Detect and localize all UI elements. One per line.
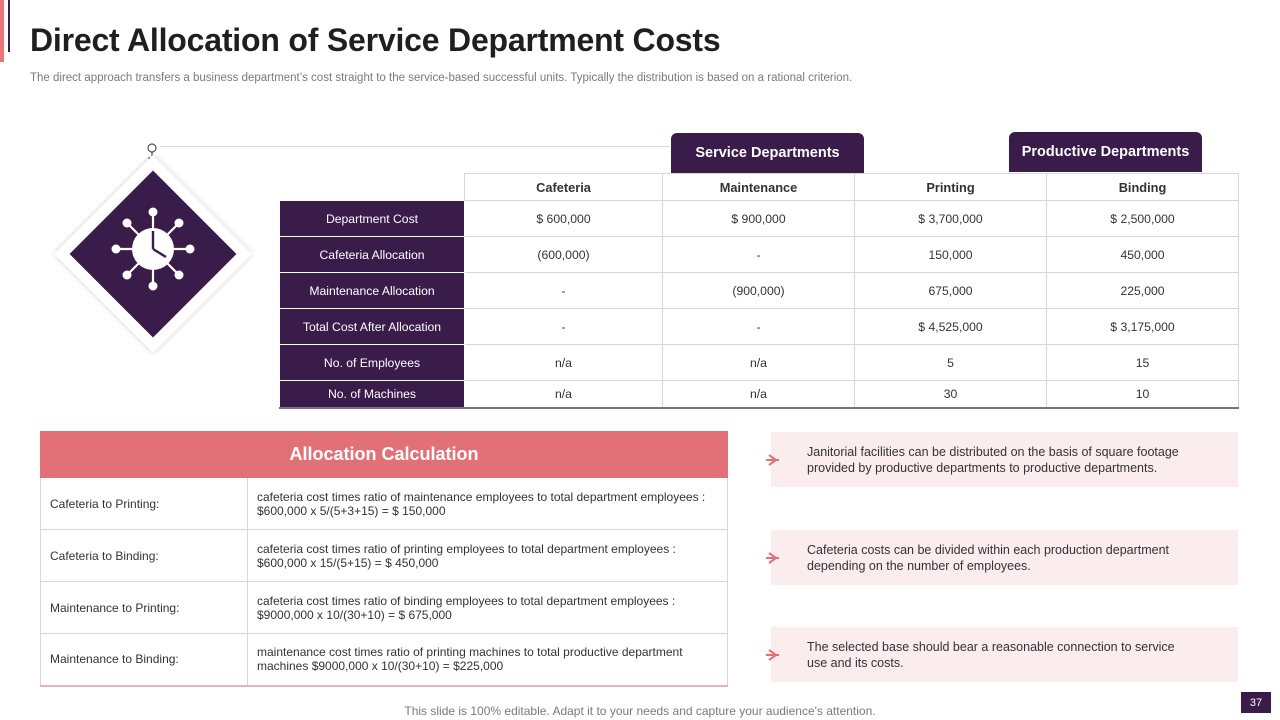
calc-label: Cafeteria to Printing: (40, 477, 248, 530)
table-cell: 15 (1046, 344, 1239, 381)
calc-line: cafeteria cost times ratio of printing e… (257, 541, 676, 556)
page-number: 37 (1241, 692, 1271, 713)
row-label: Cafeteria Allocation (279, 236, 465, 273)
table-cell: $ 900,000 (662, 200, 855, 237)
table-cell: 30 (854, 380, 1047, 409)
allocation-calculation-title: Allocation Calculation (40, 431, 728, 478)
calc-label: Cafeteria to Binding: (40, 529, 248, 582)
cost-table: Cafeteria Maintenance Printing Binding D… (279, 173, 1239, 409)
note-text: Janitorial facilities can be distributed… (807, 444, 1179, 475)
table-cell: 5 (854, 344, 1047, 381)
table-row: Maintenance Allocation - (900,000) 675,0… (279, 272, 1239, 309)
table-cell: n/a (662, 380, 855, 409)
arrow-right-icon (766, 648, 779, 661)
table-cell: n/a (464, 344, 663, 381)
table-row: Cafeteria Allocation (600,000) - 150,000… (279, 236, 1239, 273)
table-cell: 450,000 (1046, 236, 1239, 273)
row-label: No. of Employees (279, 344, 465, 381)
row-label: Total Cost After Allocation (279, 308, 465, 345)
note-box: Janitorial facilities can be distributed… (766, 432, 1238, 487)
row-label: Maintenance Allocation (279, 272, 465, 309)
calc-text: cafeteria cost times ratio of printing e… (247, 529, 728, 582)
column-header-maintenance: Maintenance (662, 173, 855, 201)
accent-bar (0, 0, 4, 62)
arrow-right-icon (766, 453, 779, 466)
table-cell: $ 600,000 (464, 200, 663, 237)
table-row: No. of Employees n/a n/a 5 15 (279, 344, 1239, 381)
table-cell: n/a (464, 380, 663, 409)
calc-label: Maintenance to Binding: (40, 633, 248, 687)
calc-row: Cafeteria to Printing: cafeteria cost ti… (40, 477, 728, 530)
allocation-calculation-table: Allocation Calculation Cafeteria to Prin… (40, 431, 728, 687)
table-cell: 675,000 (854, 272, 1047, 309)
table-cell: 225,000 (1046, 272, 1239, 309)
page-subtitle: The direct approach transfers a business… (30, 72, 853, 84)
table-row: No. of Machines n/a n/a 30 10 (279, 380, 1239, 409)
table-cell: 150,000 (854, 236, 1047, 273)
calc-line: maintenance cost times ratio of printing… (257, 645, 683, 660)
footer-text: This slide is 100% editable. Adapt it to… (404, 704, 876, 718)
clock-network-icon (111, 207, 195, 291)
table-cell: $ 4,525,000 (854, 308, 1047, 345)
page-title: Direct Allocation of Service Department … (30, 22, 721, 58)
connector-line (160, 146, 670, 147)
row-label: Department Cost (279, 200, 465, 237)
table-cell: - (662, 308, 855, 345)
calc-text: cafeteria cost times ratio of binding em… (247, 581, 728, 634)
table-cell: 10 (1046, 380, 1239, 409)
accent-bar-dark (8, 0, 10, 52)
note-box: The selected base should bear a reasonab… (766, 627, 1238, 682)
calc-line: $9000,000 x 10/(30+10) = $ 675,000 (257, 607, 452, 622)
table-cell: $ 2,500,000 (1046, 200, 1239, 237)
table-cell: $ 3,700,000 (854, 200, 1047, 237)
table-cell: (600,000) (464, 236, 663, 273)
arrow-right-icon (766, 551, 779, 564)
productive-departments-header: Productive Departments (1009, 132, 1202, 172)
table-cell: - (662, 236, 855, 273)
table-cell: $ 3,175,000 (1046, 308, 1239, 345)
table-row: Department Cost $ 600,000 $ 900,000 $ 3,… (279, 200, 1239, 237)
note-text: The selected base should bear a reasonab… (807, 639, 1175, 670)
table-cell: (900,000) (662, 272, 855, 309)
calc-row: Cafeteria to Binding: cafeteria cost tim… (40, 529, 728, 582)
service-departments-header: Service Departments (671, 133, 864, 173)
row-label: No. of Machines (279, 380, 465, 409)
calc-row: Maintenance to Printing: cafeteria cost … (40, 581, 728, 634)
calc-row: Maintenance to Binding: maintenance cost… (40, 633, 728, 687)
column-header-cafeteria: Cafeteria (464, 173, 663, 201)
calc-line: cafeteria cost times ratio of binding em… (257, 593, 676, 608)
table-cell: - (464, 308, 663, 345)
table-header-row: Cafeteria Maintenance Printing Binding (280, 173, 1239, 201)
table-cell: - (464, 272, 663, 309)
calc-line: $600,000 x 15/(5+15) = $ 450,000 (257, 555, 439, 570)
calc-line: machines $9000,000 x 10/(30+10) = $225,0… (257, 659, 504, 674)
calc-label: Maintenance to Printing: (40, 581, 248, 634)
table-row: Total Cost After Allocation - - $ 4,525,… (279, 308, 1239, 345)
calc-line: cafeteria cost times ratio of maintenanc… (257, 489, 706, 504)
calc-text: maintenance cost times ratio of printing… (247, 633, 728, 687)
column-header-binding: Binding (1046, 173, 1239, 201)
note-box: Cafeteria costs can be divided within ea… (766, 530, 1238, 585)
table-corner (280, 174, 465, 201)
note-text: Cafeteria costs can be divided within ea… (807, 542, 1170, 573)
calc-line: $600,000 x 5/(5+3+15) = $ 150,000 (257, 503, 446, 518)
calc-text: cafeteria cost times ratio of maintenanc… (247, 477, 728, 530)
table-cell: n/a (662, 344, 855, 381)
column-header-printing: Printing (854, 173, 1047, 201)
